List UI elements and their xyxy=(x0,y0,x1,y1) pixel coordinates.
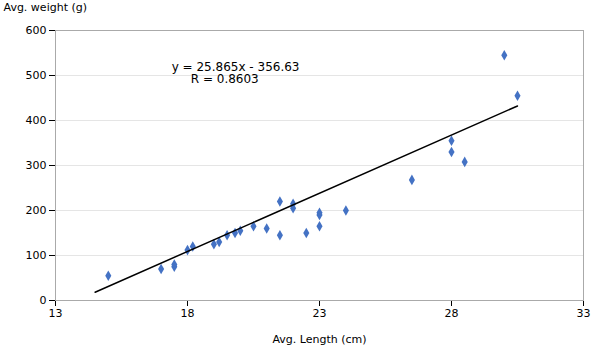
svg-text:y = 25.865x - 356.63 R = 0: y = 25.865x - 356.63 R = 0.8603 xyxy=(172,60,300,86)
svg-text:Avg. weight (g): Avg. weight (g) xyxy=(4,1,88,14)
svg-text:100: 100 xyxy=(26,249,47,262)
svg-text:13: 13 xyxy=(49,307,63,320)
svg-text:0: 0 xyxy=(40,294,47,307)
svg-text:300: 300 xyxy=(26,159,47,172)
svg-text:33: 33 xyxy=(577,307,591,320)
svg-text:200: 200 xyxy=(26,204,47,217)
svg-text:23: 23 xyxy=(313,307,327,320)
svg-text:400: 400 xyxy=(26,114,47,127)
svg-text:18: 18 xyxy=(181,307,195,320)
svg-text:600: 600 xyxy=(26,24,47,37)
svg-text:500: 500 xyxy=(26,69,47,82)
svg-text:Avg. Length (cm): Avg. Length (cm) xyxy=(272,333,366,345)
svg-text:28: 28 xyxy=(445,307,459,320)
